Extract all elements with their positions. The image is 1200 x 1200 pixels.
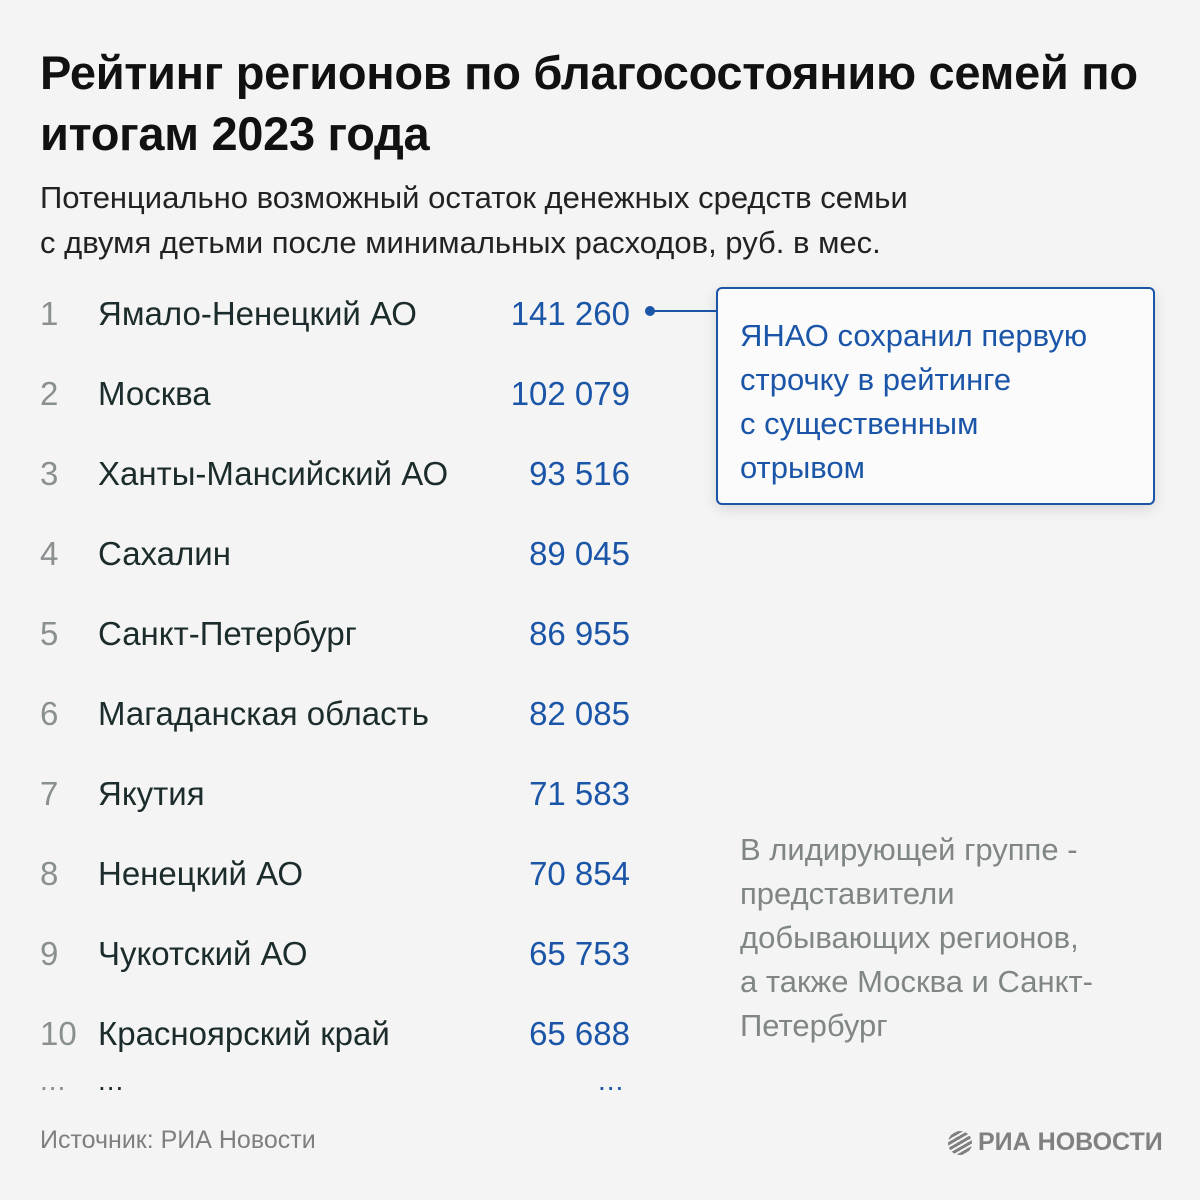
value-ellipsis: ...: [598, 1065, 625, 1096]
rank-label: 7: [40, 775, 59, 812]
region-label: Магаданская область: [98, 695, 429, 732]
region-label: Ханты-Мансийский АО: [98, 455, 449, 492]
value-label: 93 516: [529, 455, 630, 492]
note-line: представители: [740, 876, 955, 911]
note-line: добывающих регионов,: [740, 920, 1079, 955]
callout-line: с существенным: [740, 406, 979, 441]
callout-box: ЯНАО сохранил первую строчку в рейтинге …: [716, 287, 1155, 505]
value-label: 82 085: [529, 695, 630, 732]
region-label: Якутия: [98, 775, 205, 812]
subtitle-line: Потенциально возможный остаток денежных …: [40, 180, 908, 215]
rank-label: 3: [40, 455, 59, 492]
table-row: 4 Сахалин 89 045: [40, 514, 640, 594]
table-row: 8 Ненецкий АО 70 854: [40, 834, 640, 914]
region-label: Чукотский АО: [98, 935, 308, 972]
region-label: Москва: [98, 375, 211, 412]
source-text: Источник: РИА Новости: [40, 1126, 316, 1154]
subtitle: Потенциально возможный остаток денежных …: [40, 175, 1140, 265]
note-line: Петербург: [740, 1008, 888, 1043]
region-label: Санкт-Петербург: [98, 615, 357, 652]
region-label: Ненецкий АО: [98, 855, 304, 892]
ria-logo: РИА НОВОСТИ: [948, 1128, 1163, 1157]
side-note: В лидирующей группе - представители добы…: [740, 828, 1160, 1048]
value-label: 70 854: [529, 855, 630, 892]
page-title: Рейтинг регионов по благосостоянию семей…: [40, 46, 1138, 160]
value-label: 102 079: [510, 375, 630, 412]
logo-text: РИА НОВОСТИ: [978, 1128, 1163, 1156]
table-row: 7 Якутия 71 583: [40, 754, 640, 834]
value-label: 86 955: [529, 615, 630, 652]
globe-icon: [948, 1130, 972, 1155]
table-row: 5 Санкт-Петербург 86 955: [40, 594, 640, 674]
region-label: Сахалин: [98, 535, 231, 572]
callout-connector: [650, 310, 717, 312]
value-label: 71 583: [529, 775, 630, 812]
rank-label: 5: [40, 615, 59, 652]
table-row: 1 Ямало-Ненецкий АО 141 260: [40, 274, 640, 354]
table-row: 6 Магаданская область 82 085: [40, 674, 640, 754]
value-label: 89 045: [529, 535, 630, 572]
note-line: а также Москва и Санкт-: [740, 964, 1094, 999]
note-line: В лидирующей группе -: [740, 832, 1078, 867]
value-label: 65 753: [529, 935, 630, 972]
rank-ellipsis: ...: [40, 1065, 67, 1096]
rank-label: 1: [40, 295, 59, 332]
ranking-table: 1 Ямало-Ненецкий АО 141 260 2 Москва 102 079 3…: [40, 274, 640, 1074]
rank-label: 10: [40, 1015, 77, 1052]
value-label: 141 260: [510, 295, 630, 332]
rank-label: 9: [40, 935, 59, 972]
region-label: Красноярский край: [98, 1015, 390, 1052]
callout-line: строчку в рейтинге: [740, 362, 1012, 397]
table-row: 9 Чукотский АО 65 753: [40, 914, 640, 994]
callout-line: ЯНАО сохранил первую: [740, 318, 1088, 353]
table-row: 2 Москва 102 079: [40, 354, 640, 434]
table-row: 10 Красноярский край 65 688: [40, 994, 640, 1074]
table-row: 3 Ханты-Мансийский АО 93 516: [40, 434, 640, 514]
rank-label: 2: [40, 375, 59, 412]
region-ellipsis: ...: [98, 1065, 125, 1096]
rank-label: 6: [40, 695, 59, 732]
rank-label: 4: [40, 535, 59, 572]
callout-line: отрывом: [740, 450, 865, 485]
value-label: 65 688: [529, 1015, 630, 1052]
subtitle-line: с двумя детьми после минимальных расходо…: [40, 225, 881, 260]
rank-label: 8: [40, 855, 59, 892]
region-label: Ямало-Ненецкий АО: [98, 295, 417, 332]
